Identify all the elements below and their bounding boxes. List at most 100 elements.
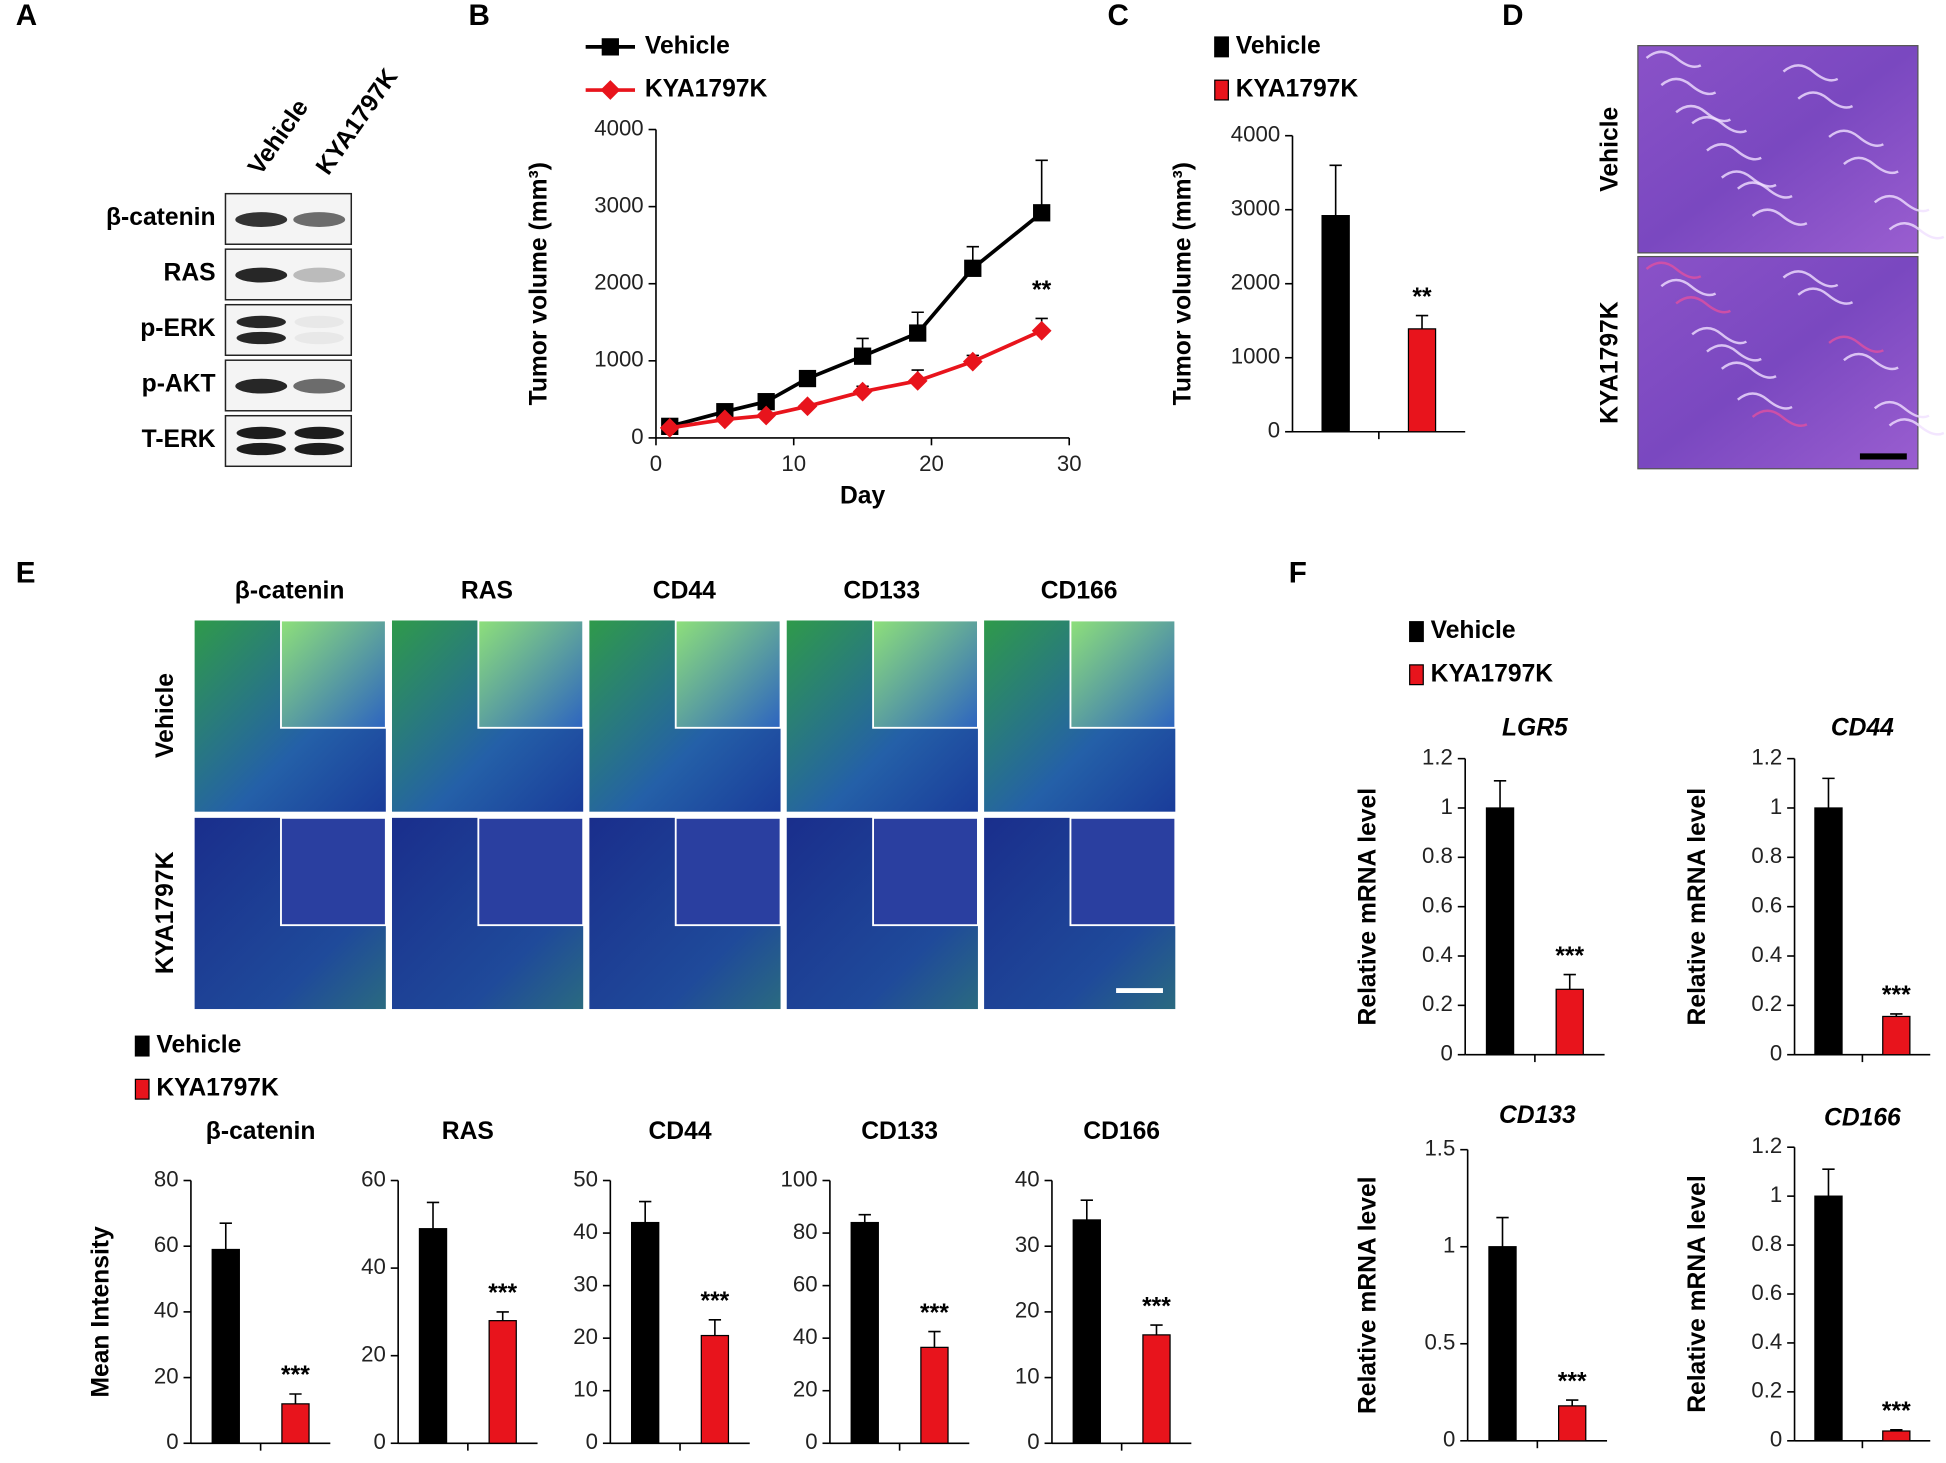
blot-band [294, 426, 344, 440]
marker [964, 259, 982, 277]
significance: ** [1412, 284, 1432, 311]
y-tick-label: 40 [1015, 1166, 1040, 1191]
bar [1555, 988, 1584, 1056]
marker [659, 418, 680, 438]
bar [700, 1334, 730, 1444]
y-tick-label: 1000 [1231, 344, 1280, 369]
if-inset [477, 816, 585, 927]
legend-label: KYA1797K [645, 76, 768, 103]
y-tick-label: 20 [361, 1342, 386, 1367]
if-inset [477, 619, 585, 729]
if-inset [280, 619, 387, 729]
bar [1407, 328, 1437, 433]
marker [1031, 320, 1052, 341]
error-bar [1566, 1399, 1579, 1406]
y-axis-label: Relative mRNA level [1684, 788, 1711, 1026]
marker-label: RAS [461, 578, 513, 605]
bar [1814, 807, 1843, 1056]
y-tick-label: 3000 [1231, 196, 1280, 221]
if-inset [1069, 816, 1177, 927]
bar [1142, 1334, 1171, 1444]
legend-swatch [1409, 664, 1424, 686]
tissue-texture [1660, 278, 1717, 297]
lane-label: KYA1797K [311, 64, 403, 180]
significance: *** [488, 1280, 517, 1307]
significance: *** [700, 1288, 729, 1315]
y-axis-label: Relative mRNA level [1354, 788, 1381, 1026]
y-tick-label: 1 [1770, 1182, 1782, 1207]
blot-band [236, 426, 286, 440]
tissue-texture [1737, 392, 1793, 410]
y-tick-label: 0 [1027, 1429, 1039, 1454]
blot-frame [224, 303, 353, 357]
error-bar [1890, 1428, 1903, 1432]
blot-band [294, 442, 344, 456]
y-tick-label: 0.6 [1751, 893, 1782, 918]
tissue-texture [1843, 352, 1899, 371]
y-tick-label: 1 [1443, 1233, 1455, 1258]
significance: *** [1558, 1368, 1587, 1395]
y-tick-label: 0.6 [1751, 1280, 1782, 1305]
y-tick-label: 0.6 [1422, 893, 1453, 918]
y-tick-label: 0.2 [1751, 991, 1782, 1016]
y-tick-label: 1 [1441, 794, 1453, 819]
y-tick-label: 0 [1770, 1427, 1782, 1452]
y-tick-label: 20 [154, 1363, 179, 1388]
tissue-texture [1751, 208, 1808, 226]
error-bar [219, 1222, 232, 1250]
tissue-texture [1720, 170, 1777, 188]
y-tick-label: 0.8 [1751, 1231, 1782, 1256]
y-tick-label: 1.2 [1751, 1133, 1782, 1158]
error-bar [639, 1200, 652, 1223]
bar [1488, 1246, 1517, 1442]
tissue-texture [1645, 261, 1702, 279]
tissue-texture [1873, 400, 1930, 419]
y-tick-label: 4000 [1231, 122, 1280, 147]
y-tick-label: 1000 [594, 347, 643, 372]
y-tick-label: 0.2 [1422, 991, 1453, 1016]
error-bar [1329, 164, 1342, 216]
y-tick-label: 1 [1770, 794, 1782, 819]
tissue-texture [1720, 361, 1777, 379]
y-tick-label: 10 [573, 1377, 598, 1402]
legend-label: Vehicle [156, 1032, 241, 1059]
tissue-texture [1888, 222, 1945, 240]
x-axis-label: Day [840, 483, 886, 510]
marker [798, 369, 817, 388]
y-tick-label: 2000 [1231, 270, 1280, 295]
legend-label: Vehicle [1236, 32, 1321, 59]
chart-title: CD44 [649, 1118, 712, 1145]
marker [853, 347, 872, 365]
blot-band [236, 315, 286, 329]
blot-band [236, 331, 286, 345]
y-tick-label: 0 [586, 1429, 598, 1454]
panel-letter: A [16, 0, 37, 32]
x-tick-label: 0 [650, 451, 662, 476]
legend-label: KYA1797K [1236, 76, 1359, 103]
bar [850, 1221, 879, 1444]
y-tick-label: 0.5 [1424, 1330, 1455, 1355]
legend-label: Vehicle [645, 32, 730, 59]
chart-title: RAS [442, 1118, 494, 1145]
error-bar [1493, 780, 1507, 808]
tissue-texture [1888, 418, 1945, 436]
y-tick-label: 80 [793, 1219, 818, 1244]
y-tick-label: 30 [1015, 1232, 1040, 1257]
significance: *** [281, 1362, 310, 1389]
histology-image [1637, 45, 1919, 254]
if-inset [674, 619, 782, 729]
panel-letter: D [1502, 0, 1523, 32]
y-tick-label: 0.4 [1751, 942, 1782, 967]
y-axis-label: Relative mRNA level [1684, 1175, 1711, 1413]
y-tick-label: 50 [573, 1166, 598, 1191]
y-tick-label: 0 [166, 1429, 178, 1454]
y-tick-label: 0 [373, 1429, 385, 1454]
bar [1882, 1430, 1911, 1442]
legend-label: KYA1797K [156, 1075, 279, 1102]
blot-band [293, 267, 346, 283]
y-tick-label: 0 [1770, 1041, 1782, 1066]
bar [1072, 1219, 1101, 1444]
error-bar [1822, 1168, 1835, 1197]
protein-label: β-catenin [106, 204, 216, 231]
